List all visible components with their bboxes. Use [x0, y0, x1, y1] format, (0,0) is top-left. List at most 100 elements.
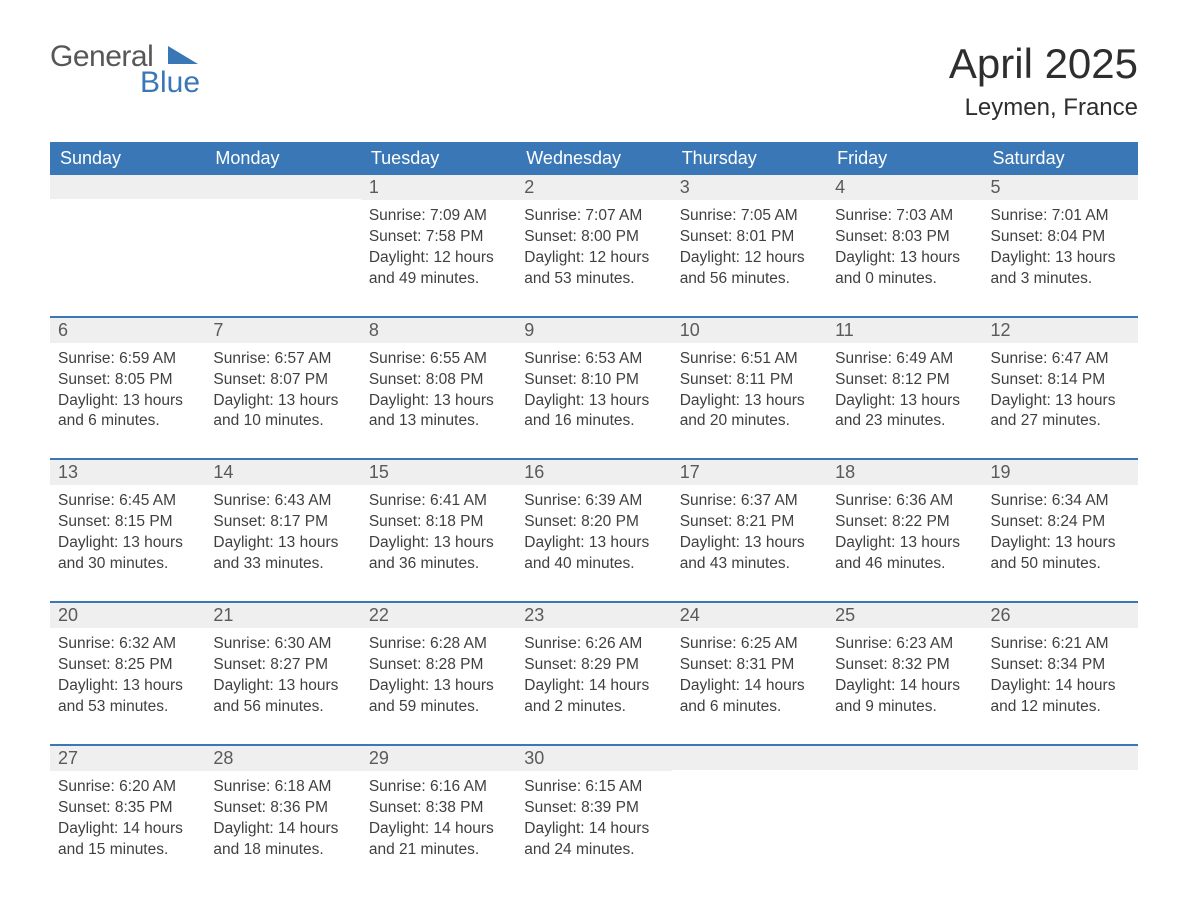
calendar-cell: 8Sunrise: 6:55 AM Sunset: 8:08 PM Daylig…	[361, 317, 516, 460]
weekday-sunday: Sunday	[50, 142, 205, 175]
day-number: 30	[516, 746, 671, 771]
calendar-cell: 3Sunrise: 7:05 AM Sunset: 8:01 PM Daylig…	[672, 175, 827, 317]
calendar-cell: 11Sunrise: 6:49 AM Sunset: 8:12 PM Dayli…	[827, 317, 982, 460]
day-number: 4	[827, 175, 982, 200]
calendar-table: Sunday Monday Tuesday Wednesday Thursday…	[50, 142, 1138, 870]
day-number	[827, 746, 982, 770]
day-number: 6	[50, 318, 205, 343]
calendar-cell: 29Sunrise: 6:16 AM Sunset: 8:38 PM Dayli…	[361, 745, 516, 871]
day-number: 10	[672, 318, 827, 343]
day-info: Sunrise: 6:53 AM Sunset: 8:10 PM Dayligh…	[516, 343, 671, 459]
calendar-cell: 19Sunrise: 6:34 AM Sunset: 8:24 PM Dayli…	[983, 459, 1138, 602]
calendar-week-row: 6Sunrise: 6:59 AM Sunset: 8:05 PM Daylig…	[50, 317, 1138, 460]
calendar-cell: 7Sunrise: 6:57 AM Sunset: 8:07 PM Daylig…	[205, 317, 360, 460]
day-info: Sunrise: 6:15 AM Sunset: 8:39 PM Dayligh…	[516, 771, 671, 871]
day-info: Sunrise: 6:36 AM Sunset: 8:22 PM Dayligh…	[827, 485, 982, 601]
day-number: 3	[672, 175, 827, 200]
logo-triangle-icon	[168, 46, 198, 64]
day-info: Sunrise: 6:26 AM Sunset: 8:29 PM Dayligh…	[516, 628, 671, 744]
calendar-body: 1Sunrise: 7:09 AM Sunset: 7:58 PM Daylig…	[50, 175, 1138, 870]
title-block: April 2025 Leymen, France	[949, 40, 1138, 122]
day-number: 7	[205, 318, 360, 343]
day-number: 28	[205, 746, 360, 771]
calendar-cell: 26Sunrise: 6:21 AM Sunset: 8:34 PM Dayli…	[983, 602, 1138, 745]
day-info: Sunrise: 6:34 AM Sunset: 8:24 PM Dayligh…	[983, 485, 1138, 601]
calendar-cell: 13Sunrise: 6:45 AM Sunset: 8:15 PM Dayli…	[50, 459, 205, 602]
day-number: 19	[983, 460, 1138, 485]
calendar-cell: 16Sunrise: 6:39 AM Sunset: 8:20 PM Dayli…	[516, 459, 671, 602]
weekday-thursday: Thursday	[672, 142, 827, 175]
calendar-cell: 30Sunrise: 6:15 AM Sunset: 8:39 PM Dayli…	[516, 745, 671, 871]
day-number: 11	[827, 318, 982, 343]
day-number: 2	[516, 175, 671, 200]
calendar-week-row: 13Sunrise: 6:45 AM Sunset: 8:15 PM Dayli…	[50, 459, 1138, 602]
day-number: 14	[205, 460, 360, 485]
day-info: Sunrise: 6:55 AM Sunset: 8:08 PM Dayligh…	[361, 343, 516, 459]
day-info	[827, 770, 982, 786]
calendar-week-row: 20Sunrise: 6:32 AM Sunset: 8:25 PM Dayli…	[50, 602, 1138, 745]
day-info: Sunrise: 6:45 AM Sunset: 8:15 PM Dayligh…	[50, 485, 205, 601]
day-info	[672, 770, 827, 786]
weekday-header-row: Sunday Monday Tuesday Wednesday Thursday…	[50, 142, 1138, 175]
logo: General Blue	[50, 40, 250, 108]
calendar-cell: 17Sunrise: 6:37 AM Sunset: 8:21 PM Dayli…	[672, 459, 827, 602]
day-info: Sunrise: 6:20 AM Sunset: 8:35 PM Dayligh…	[50, 771, 205, 871]
calendar-cell: 24Sunrise: 6:25 AM Sunset: 8:31 PM Dayli…	[672, 602, 827, 745]
day-number	[983, 746, 1138, 770]
day-number: 23	[516, 603, 671, 628]
day-number: 29	[361, 746, 516, 771]
day-info: Sunrise: 7:09 AM Sunset: 7:58 PM Dayligh…	[361, 200, 516, 316]
day-number: 15	[361, 460, 516, 485]
weekday-saturday: Saturday	[983, 142, 1138, 175]
day-number: 9	[516, 318, 671, 343]
day-info: Sunrise: 6:59 AM Sunset: 8:05 PM Dayligh…	[50, 343, 205, 459]
day-number: 24	[672, 603, 827, 628]
weekday-tuesday: Tuesday	[361, 142, 516, 175]
day-number	[205, 175, 360, 199]
logo-text-general: General	[50, 40, 153, 74]
calendar-cell	[827, 745, 982, 871]
calendar-cell	[672, 745, 827, 871]
day-info: Sunrise: 6:51 AM Sunset: 8:11 PM Dayligh…	[672, 343, 827, 459]
day-number: 17	[672, 460, 827, 485]
calendar-cell: 20Sunrise: 6:32 AM Sunset: 8:25 PM Dayli…	[50, 602, 205, 745]
day-info: Sunrise: 6:16 AM Sunset: 8:38 PM Dayligh…	[361, 771, 516, 871]
day-info: Sunrise: 6:23 AM Sunset: 8:32 PM Dayligh…	[827, 628, 982, 744]
month-title: April 2025	[949, 40, 1138, 88]
day-info: Sunrise: 7:07 AM Sunset: 8:00 PM Dayligh…	[516, 200, 671, 316]
day-info: Sunrise: 7:05 AM Sunset: 8:01 PM Dayligh…	[672, 200, 827, 316]
day-info	[205, 199, 360, 231]
logo-text-blue: Blue	[140, 66, 200, 100]
day-info: Sunrise: 6:37 AM Sunset: 8:21 PM Dayligh…	[672, 485, 827, 601]
calendar-cell: 5Sunrise: 7:01 AM Sunset: 8:04 PM Daylig…	[983, 175, 1138, 317]
calendar-cell: 2Sunrise: 7:07 AM Sunset: 8:00 PM Daylig…	[516, 175, 671, 317]
calendar-cell: 21Sunrise: 6:30 AM Sunset: 8:27 PM Dayli…	[205, 602, 360, 745]
calendar-cell: 1Sunrise: 7:09 AM Sunset: 7:58 PM Daylig…	[361, 175, 516, 317]
day-info: Sunrise: 6:41 AM Sunset: 8:18 PM Dayligh…	[361, 485, 516, 601]
day-number: 27	[50, 746, 205, 771]
calendar-cell: 28Sunrise: 6:18 AM Sunset: 8:36 PM Dayli…	[205, 745, 360, 871]
day-number: 20	[50, 603, 205, 628]
day-info: Sunrise: 6:18 AM Sunset: 8:36 PM Dayligh…	[205, 771, 360, 871]
calendar-cell: 27Sunrise: 6:20 AM Sunset: 8:35 PM Dayli…	[50, 745, 205, 871]
calendar-cell: 22Sunrise: 6:28 AM Sunset: 8:28 PM Dayli…	[361, 602, 516, 745]
calendar-cell: 15Sunrise: 6:41 AM Sunset: 8:18 PM Dayli…	[361, 459, 516, 602]
weekday-wednesday: Wednesday	[516, 142, 671, 175]
calendar-cell: 18Sunrise: 6:36 AM Sunset: 8:22 PM Dayli…	[827, 459, 982, 602]
day-info: Sunrise: 7:01 AM Sunset: 8:04 PM Dayligh…	[983, 200, 1138, 316]
day-number	[672, 746, 827, 770]
day-number	[50, 175, 205, 199]
day-number: 16	[516, 460, 671, 485]
day-number: 8	[361, 318, 516, 343]
day-info: Sunrise: 6:30 AM Sunset: 8:27 PM Dayligh…	[205, 628, 360, 744]
day-number: 18	[827, 460, 982, 485]
day-info: Sunrise: 6:25 AM Sunset: 8:31 PM Dayligh…	[672, 628, 827, 744]
day-number: 13	[50, 460, 205, 485]
calendar-cell: 9Sunrise: 6:53 AM Sunset: 8:10 PM Daylig…	[516, 317, 671, 460]
day-info: Sunrise: 6:49 AM Sunset: 8:12 PM Dayligh…	[827, 343, 982, 459]
day-number: 1	[361, 175, 516, 200]
day-info: Sunrise: 6:57 AM Sunset: 8:07 PM Dayligh…	[205, 343, 360, 459]
day-info	[983, 770, 1138, 786]
day-number: 26	[983, 603, 1138, 628]
calendar-week-row: 1Sunrise: 7:09 AM Sunset: 7:58 PM Daylig…	[50, 175, 1138, 317]
